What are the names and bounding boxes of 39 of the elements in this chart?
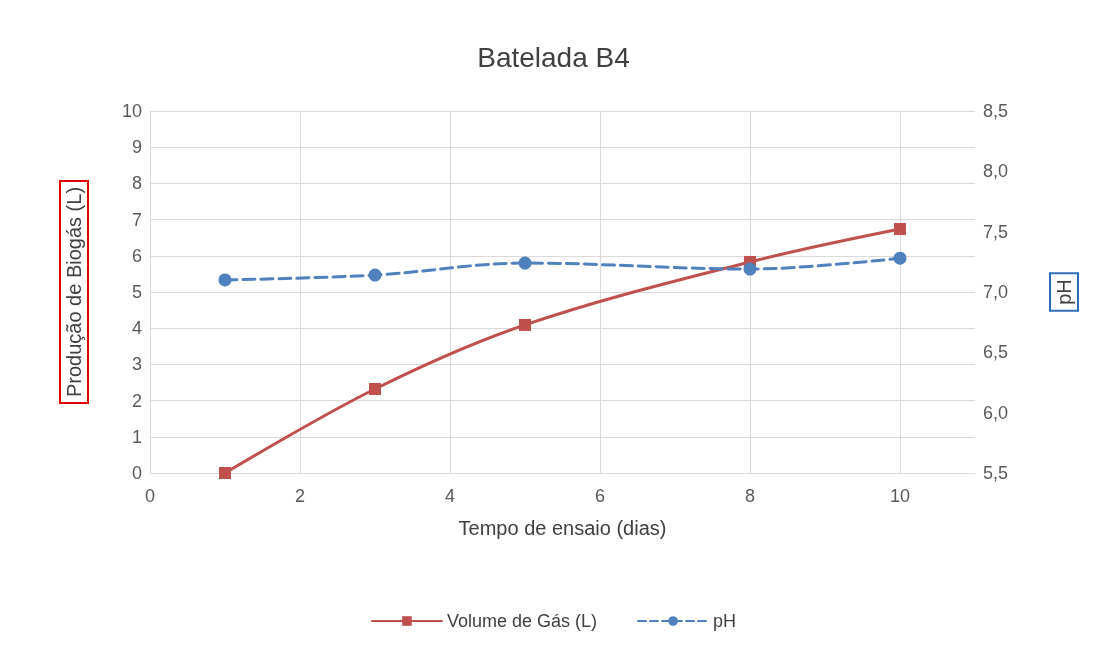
y-tick-label: 9 [131, 137, 142, 158]
point [519, 318, 531, 331]
y2-tick-label: 7,5 [983, 221, 1009, 242]
x-tick-label: 10 [889, 486, 911, 506]
point [518, 256, 532, 270]
y2-tick-label: 6,5 [983, 342, 1009, 363]
x-tick-label: 0 [144, 486, 156, 506]
x-tick-label: 8 [744, 486, 756, 506]
legend-label: Volume de Gás (L) [446, 611, 598, 631]
y-tick-label: 1 [131, 426, 142, 447]
point [743, 262, 757, 276]
y2-tick-label: 8,5 [983, 101, 1009, 121]
point [894, 223, 906, 236]
x-tick-label: 4 [444, 486, 456, 506]
y2-tick-label: 7,0 [983, 282, 1009, 302]
y-tick-label: 7 [131, 209, 142, 230]
y-tick-label: 3 [131, 354, 142, 375]
chart-title: Batelada B4 [477, 41, 630, 73]
y2-tick-label: 6,0 [983, 402, 1009, 423]
x-tick-label: 2 [294, 486, 306, 506]
point [368, 268, 382, 282]
point [369, 383, 381, 396]
y2-axis-title: pH [1053, 279, 1075, 305]
y-tick-label: 0 [131, 463, 142, 483]
y2-tick-label: 5,5 [983, 463, 1009, 483]
y-tick-label: 10 [121, 101, 142, 121]
point [218, 273, 232, 287]
y-tick-label: 8 [131, 173, 142, 194]
point [893, 251, 907, 265]
legend-label: pH [713, 611, 737, 631]
y-axis-title: Produção de Biogás (L) [63, 186, 85, 398]
y-tick-label: 6 [131, 245, 142, 266]
x-axis-title: Tempo de ensaio (dias) [458, 517, 667, 539]
y-tick-label: 2 [131, 390, 142, 411]
y-tick-label: 4 [131, 318, 142, 339]
x-tick-label: 6 [594, 486, 606, 506]
y2-tick-label: 8,0 [983, 161, 1009, 182]
y-tick-label: 5 [131, 282, 142, 302]
point [219, 467, 231, 479]
